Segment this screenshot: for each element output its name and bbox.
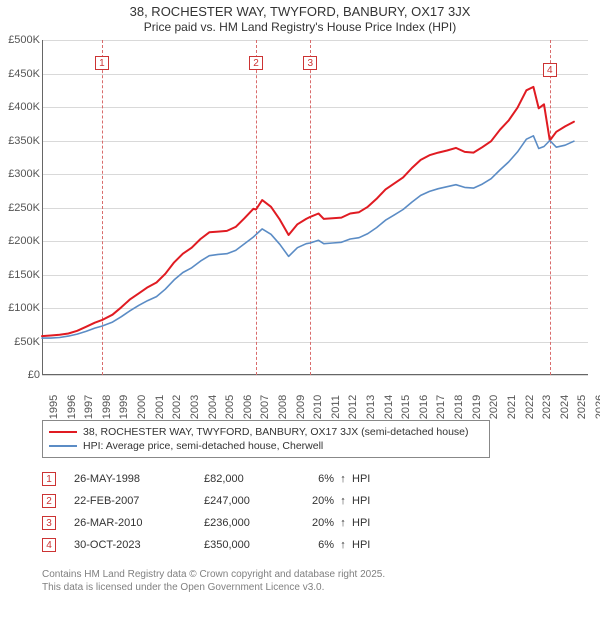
chart-series-svg [42,40,588,375]
footer-note: Contains HM Land Registry data © Crown c… [42,568,385,594]
event-row: 4 30-OCT-2023£350,0006%↑HPI [42,534,392,556]
x-tick-label: 2007 [260,395,272,419]
event-index-box: 3 [42,516,56,530]
event-index-box: 2 [42,494,56,508]
event-index-box: 1 [42,472,56,486]
event-pct: 6% [294,473,334,485]
event-price: £350,000 [204,539,294,551]
legend-label: HPI: Average price, semi-detached house,… [83,440,323,452]
event-date: 22-FEB-2007 [74,495,204,507]
x-tick-label: 2013 [365,395,377,419]
x-tick-label: 2002 [172,395,184,419]
event-price: £247,000 [204,495,294,507]
event-row: 1 26-MAY-1998£82,0006%↑HPI [42,468,392,490]
legend-item: 38, ROCHESTER WAY, TWYFORD, BANBURY, OX1… [49,425,483,439]
x-tick-label: 1996 [66,395,78,419]
up-arrow-icon: ↑ [334,495,352,507]
event-marker: 1 [95,56,109,70]
y-tick-label: £450K [8,68,40,80]
event-index-box: 4 [42,538,56,552]
x-tick-label: 2025 [577,395,589,419]
chart-plot-area: £0£50K£100K£150K£200K£250K£300K£350K£400… [42,40,588,375]
up-arrow-icon: ↑ [334,473,352,485]
x-tick-label: 2021 [506,395,518,419]
page: 38, ROCHESTER WAY, TWYFORD, BANBURY, OX1… [0,0,600,620]
x-tick-label: 2012 [348,395,360,419]
up-arrow-icon: ↑ [334,517,352,529]
x-tick-label: 2026 [594,395,600,419]
x-tick-label: 2011 [330,395,342,419]
event-marker: 2 [249,56,263,70]
event-hpi-label: HPI [352,473,392,485]
x-tick-label: 2003 [189,395,201,419]
y-tick-label: £250K [8,202,40,214]
legend-item: HPI: Average price, semi-detached house,… [49,439,483,453]
y-tick-label: £300K [8,168,40,180]
event-marker: 4 [543,63,557,77]
event-pct: 20% [294,517,334,529]
x-tick-label: 1997 [83,395,95,419]
legend-label: 38, ROCHESTER WAY, TWYFORD, BANBURY, OX1… [83,426,469,438]
event-hpi-label: HPI [352,517,392,529]
x-tick-label: 2009 [295,395,307,419]
chart-subtitle: Price paid vs. HM Land Registry's House … [0,20,600,34]
event-hpi-label: HPI [352,495,392,507]
event-price: £236,000 [204,517,294,529]
event-price: £82,000 [204,473,294,485]
x-tick-label: 2023 [541,395,553,419]
event-marker: 3 [303,56,317,70]
legend-swatch [49,445,77,447]
x-tick-label: 2020 [489,395,501,419]
up-arrow-icon: ↑ [334,539,352,551]
x-tick-label: 2018 [453,395,465,419]
event-hpi-label: HPI [352,539,392,551]
event-date: 26-MAR-2010 [74,517,204,529]
gridline-h [42,375,588,376]
x-tick-label: 2010 [312,395,324,419]
x-tick-label: 2000 [136,395,148,419]
x-tick-label: 2014 [383,395,395,419]
event-row: 2 22-FEB-2007£247,00020%↑HPI [42,490,392,512]
x-tick-label: 2015 [400,395,412,419]
chart-legend: 38, ROCHESTER WAY, TWYFORD, BANBURY, OX1… [42,420,490,458]
x-tick-label: 2005 [224,395,236,419]
y-tick-label: £50K [14,336,40,348]
event-pct: 6% [294,539,334,551]
events-table: 126-MAY-1998£82,0006%↑HPI222-FEB-2007£24… [42,468,392,556]
footer-line-1: Contains HM Land Registry data © Crown c… [42,568,385,581]
x-tick-label: 1998 [101,395,113,419]
x-tick-label: 2024 [559,395,571,419]
y-tick-label: £200K [8,235,40,247]
y-tick-label: £500K [8,34,40,46]
x-tick-label: 2001 [154,395,166,419]
y-tick-label: £400K [8,101,40,113]
series-price_paid [42,87,574,336]
x-tick-label: 2004 [207,395,219,419]
event-date: 26-MAY-1998 [74,473,204,485]
footer-line-2: This data is licensed under the Open Gov… [42,581,385,594]
x-tick-label: 2022 [524,395,536,419]
event-pct: 20% [294,495,334,507]
y-tick-label: £150K [8,269,40,281]
y-tick-label: £0 [28,369,40,381]
x-tick-label: 2008 [277,395,289,419]
y-tick-label: £350K [8,135,40,147]
event-date: 30-OCT-2023 [74,539,204,551]
legend-swatch [49,431,77,433]
x-tick-label: 1995 [48,395,60,419]
x-tick-label: 1999 [119,395,131,419]
chart-title: 38, ROCHESTER WAY, TWYFORD, BANBURY, OX1… [0,4,600,19]
event-row: 3 26-MAR-2010£236,00020%↑HPI [42,512,392,534]
x-tick-label: 2017 [436,395,448,419]
x-tick-label: 2016 [418,395,430,419]
y-tick-label: £100K [8,302,40,314]
x-tick-label: 2019 [471,395,483,419]
x-tick-label: 2006 [242,395,254,419]
